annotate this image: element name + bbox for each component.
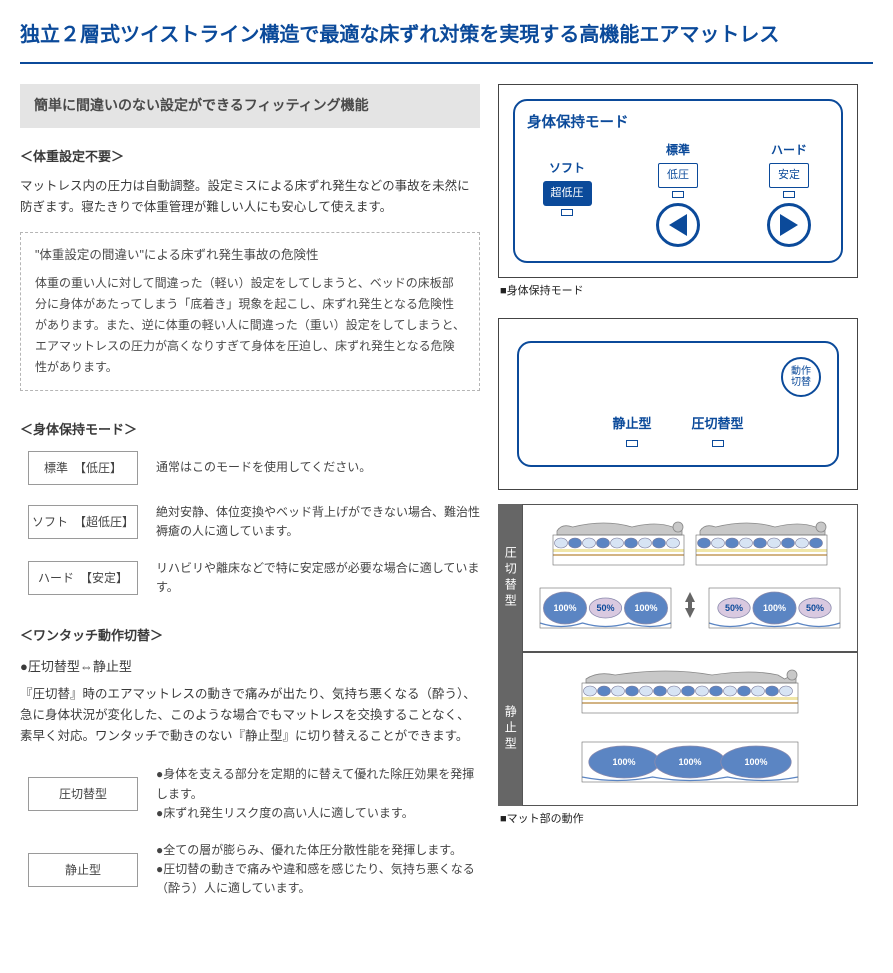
mattress-diagram-icon [580, 661, 800, 716]
mode-control-title: 身体保持モード [527, 111, 829, 136]
right-column: 身体保持モード ソフト 超低圧 標準 低圧 ハード [498, 84, 858, 927]
triangle-left-icon [669, 214, 687, 236]
mattress-cells-icon: 100% 50% 100% [538, 578, 673, 633]
svg-text:100%: 100% [678, 757, 701, 767]
modes-table: 標準 【低圧】 通常はこのモードを使用してください。 ソフト 【超低圧】 絶対安… [28, 451, 480, 598]
mattress-static-area: 100% 100% 100% [522, 652, 858, 806]
mode-chip-soft: ソフト 【超低圧】 [28, 505, 138, 539]
ctrl-value-standard: 低圧 [658, 163, 698, 188]
mode-row: 標準 【低圧】 通常はこのモードを使用してください。 [28, 451, 480, 485]
ctrl-label-standard: 標準 [666, 140, 690, 160]
switch-head: ＜ワンタッチ動作切替＞ [20, 625, 480, 647]
switch-button[interactable]: 動作 切替 [781, 357, 821, 397]
sec1-body: マットレス内の圧力は自動調整。設定ミスによる床ずれ発生などの事故を未然に防ぎます… [20, 176, 480, 219]
risk-note-body: 体重の重い人に対して間違った（軽い）設定をしてしまうと、ベッドの床板部分に身体が… [35, 273, 465, 378]
mode-chip-hard: ハード 【安定】 [28, 561, 138, 595]
opt-alternate-label: 圧切替型 [692, 413, 744, 435]
arrow-right-button[interactable] [767, 203, 811, 247]
mattress-diagram-icon [694, 513, 829, 568]
triangle-right-icon [780, 214, 798, 236]
indicator-icon [712, 440, 724, 447]
mode-chip-standard: 標準 【低圧】 [28, 451, 138, 485]
mode-control-frame: 身体保持モード ソフト 超低圧 標準 低圧 ハード [513, 99, 843, 263]
mode-row: ソフト 【超低圧】 絶対安静、体位変換やベッド背上げができない場合、難治性褥瘡の… [28, 503, 480, 541]
mattress-diagram-icon [551, 513, 686, 568]
mattress-tab-alternate: 圧切替型 [498, 504, 522, 652]
indicator-icon [672, 191, 684, 198]
svg-text:100%: 100% [612, 757, 635, 767]
switch-body: 『圧切替』時のエアマットレスの動きで痛みが出たり、気持ち悪くなる（酔う）、急に身… [20, 684, 480, 748]
risk-note-box: "体重設定の間違い"による床ずれ発生事故の危険性 体重の重い人に対して間違った（… [20, 232, 480, 390]
mode-row: ハード 【安定】 リハビリや離床などで特に安定感が必要な場合に適しています。 [28, 559, 480, 597]
svg-text:50%: 50% [596, 603, 614, 613]
indicator-icon [626, 440, 638, 447]
mode-desc: 通常はこのモードを使用してください。 [156, 458, 480, 477]
svg-text:100%: 100% [553, 603, 576, 613]
switch-row: 静止型 ●全ての層が膨らみ、優れた体圧分散性能を発揮します。 ●圧切替の動きで痛… [28, 841, 480, 899]
swap-arrow-icon [681, 590, 699, 620]
switch-btn-line1: 動作 [791, 366, 811, 377]
modes-head: ＜身体保持モード＞ [20, 419, 480, 441]
mattress-alternate-area: 100% 50% 100% 50% 100% 50% [522, 504, 858, 652]
ctrl-label-hard: ハード [771, 140, 807, 160]
switch-row: 圧切替型 ●身体を支える部分を定期的に替えて優れた除圧効果を発揮します。 ●床ず… [28, 765, 480, 823]
panel2-caption: ■マット部の動作 [500, 810, 858, 829]
svg-text:50%: 50% [725, 603, 743, 613]
svg-text:50%: 50% [806, 603, 824, 613]
subtitle-bar: 簡単に間違いのない設定ができるフィッティング機能 [20, 84, 480, 128]
switch-desc: ●身体を支える部分を定期的に替えて優れた除圧効果を発揮します。 ●床ずれ発生リス… [156, 765, 480, 823]
switch-table: 圧切替型 ●身体を支える部分を定期的に替えて優れた除圧効果を発揮します。 ●床ず… [28, 765, 480, 898]
mattress-cells-icon: 50% 100% 50% [707, 578, 842, 633]
switch-chip-static: 静止型 [28, 853, 138, 887]
arrow-left-button[interactable] [656, 203, 700, 247]
mattress-tab-static: 静止型 [498, 652, 522, 806]
switch-btn-line2: 切替 [791, 377, 811, 388]
risk-note-title: "体重設定の間違い"による床ずれ発生事故の危険性 [35, 245, 465, 266]
sec1-head: ＜体重設定不要＞ [20, 146, 480, 168]
switch-desc: ●全ての層が膨らみ、優れた体圧分散性能を発揮します。 ●圧切替の動きで痛みや違和… [156, 841, 480, 899]
svg-text:100%: 100% [744, 757, 767, 767]
ctrl-value-hard: 安定 [769, 163, 809, 188]
indicator-icon [783, 191, 795, 198]
indicator-icon [561, 209, 573, 216]
switch-control-frame: 動作 切替 静止型 圧切替型 [517, 341, 839, 466]
mattress-static-block: 静止型 100% 100% 100% [498, 652, 858, 806]
mode-desc: 絶対安静、体位変換やベッド背上げができない場合、難治性褥瘡の人に適しています。 [156, 503, 480, 541]
svg-text:100%: 100% [763, 603, 786, 613]
panel-mode-control: 身体保持モード ソフト 超低圧 標準 低圧 ハード [498, 84, 858, 278]
mode-desc: リハビリや離床などで特に安定感が必要な場合に適しています。 [156, 559, 480, 597]
ctrl-value-soft: 超低圧 [543, 181, 592, 206]
mattress-cells-icon: 100% 100% 100% [580, 732, 800, 787]
page-title: 独立２層式ツイストライン構造で最適な床ずれ対策を実現する高機能エアマットレス [20, 18, 873, 64]
panel-switch-control: 動作 切替 静止型 圧切替型 [498, 318, 858, 489]
switch-chip-alt: 圧切替型 [28, 777, 138, 811]
mattress-alternate-block: 圧切替型 100% 50% 100% 50% 100% 50% [498, 504, 858, 652]
panel1-caption: ■身体保持モード [500, 282, 858, 301]
svg-text:100%: 100% [634, 603, 657, 613]
switch-bullet-head: ●圧切替型⇔静止型 [20, 656, 480, 678]
opt-static-label: 静止型 [612, 413, 651, 435]
ctrl-label-soft: ソフト [549, 158, 585, 178]
left-column: 簡単に間違いのない設定ができるフィッティング機能 ＜体重設定不要＞ マットレス内… [20, 84, 480, 927]
